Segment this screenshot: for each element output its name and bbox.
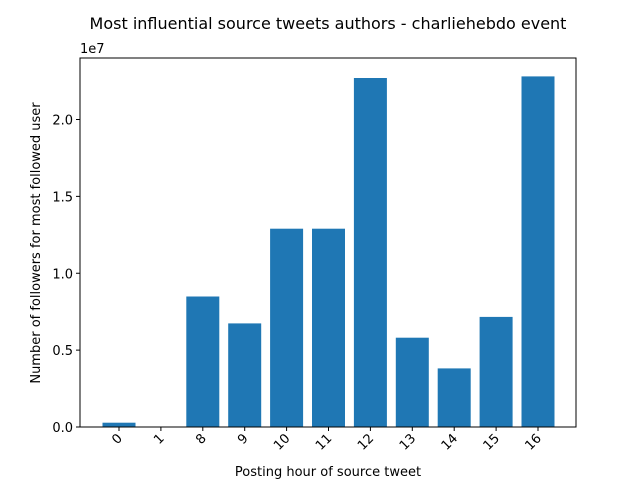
x-tick-label: 15 [481, 431, 503, 453]
x-tick-label: 16 [523, 431, 545, 453]
y-tick-label: 1.0 [52, 267, 73, 282]
y-tick-label: 2.0 [52, 114, 73, 129]
bar-16 [521, 76, 555, 428]
x-tick-label: 10 [271, 431, 293, 453]
bar-9 [228, 323, 262, 427]
x-tick-label: 8 [193, 431, 209, 447]
x-tick-label: 13 [397, 431, 419, 453]
bar-13 [395, 337, 429, 427]
y-axis-label: Number of followers for most followed us… [29, 102, 44, 384]
bar-11 [312, 228, 345, 427]
bar-12 [353, 78, 387, 427]
x-axis-ticks: 0 1 8 9 10 11 12 13 14 15 16 [109, 427, 545, 454]
bar-0 [102, 422, 136, 427]
bar-10 [270, 228, 304, 427]
x-tick-label: 0 [109, 431, 125, 447]
x-tick-label: 12 [355, 431, 377, 453]
chart-title: Most influential source tweets authors -… [90, 14, 567, 33]
bar-8 [186, 296, 220, 427]
x-tick-label: 1 [151, 431, 167, 447]
y-offset-label: 1e7 [80, 42, 105, 57]
bar-14 [437, 368, 471, 427]
plot-frame [79, 57, 577, 428]
bars-group [102, 76, 555, 428]
x-axis-label: Posting hour of source tweet [235, 465, 421, 480]
x-tick-label: 11 [313, 431, 335, 453]
x-tick-label: 9 [235, 431, 251, 447]
x-tick-label: 14 [439, 431, 461, 453]
y-axis-ticks: 0.0 0.5 1.0 1.5 2.0 [52, 114, 80, 436]
y-tick-label: 1.5 [52, 190, 73, 205]
bar-15 [479, 316, 513, 427]
y-tick-label: 0.5 [52, 344, 73, 359]
y-tick-label: 0.0 [52, 421, 73, 436]
